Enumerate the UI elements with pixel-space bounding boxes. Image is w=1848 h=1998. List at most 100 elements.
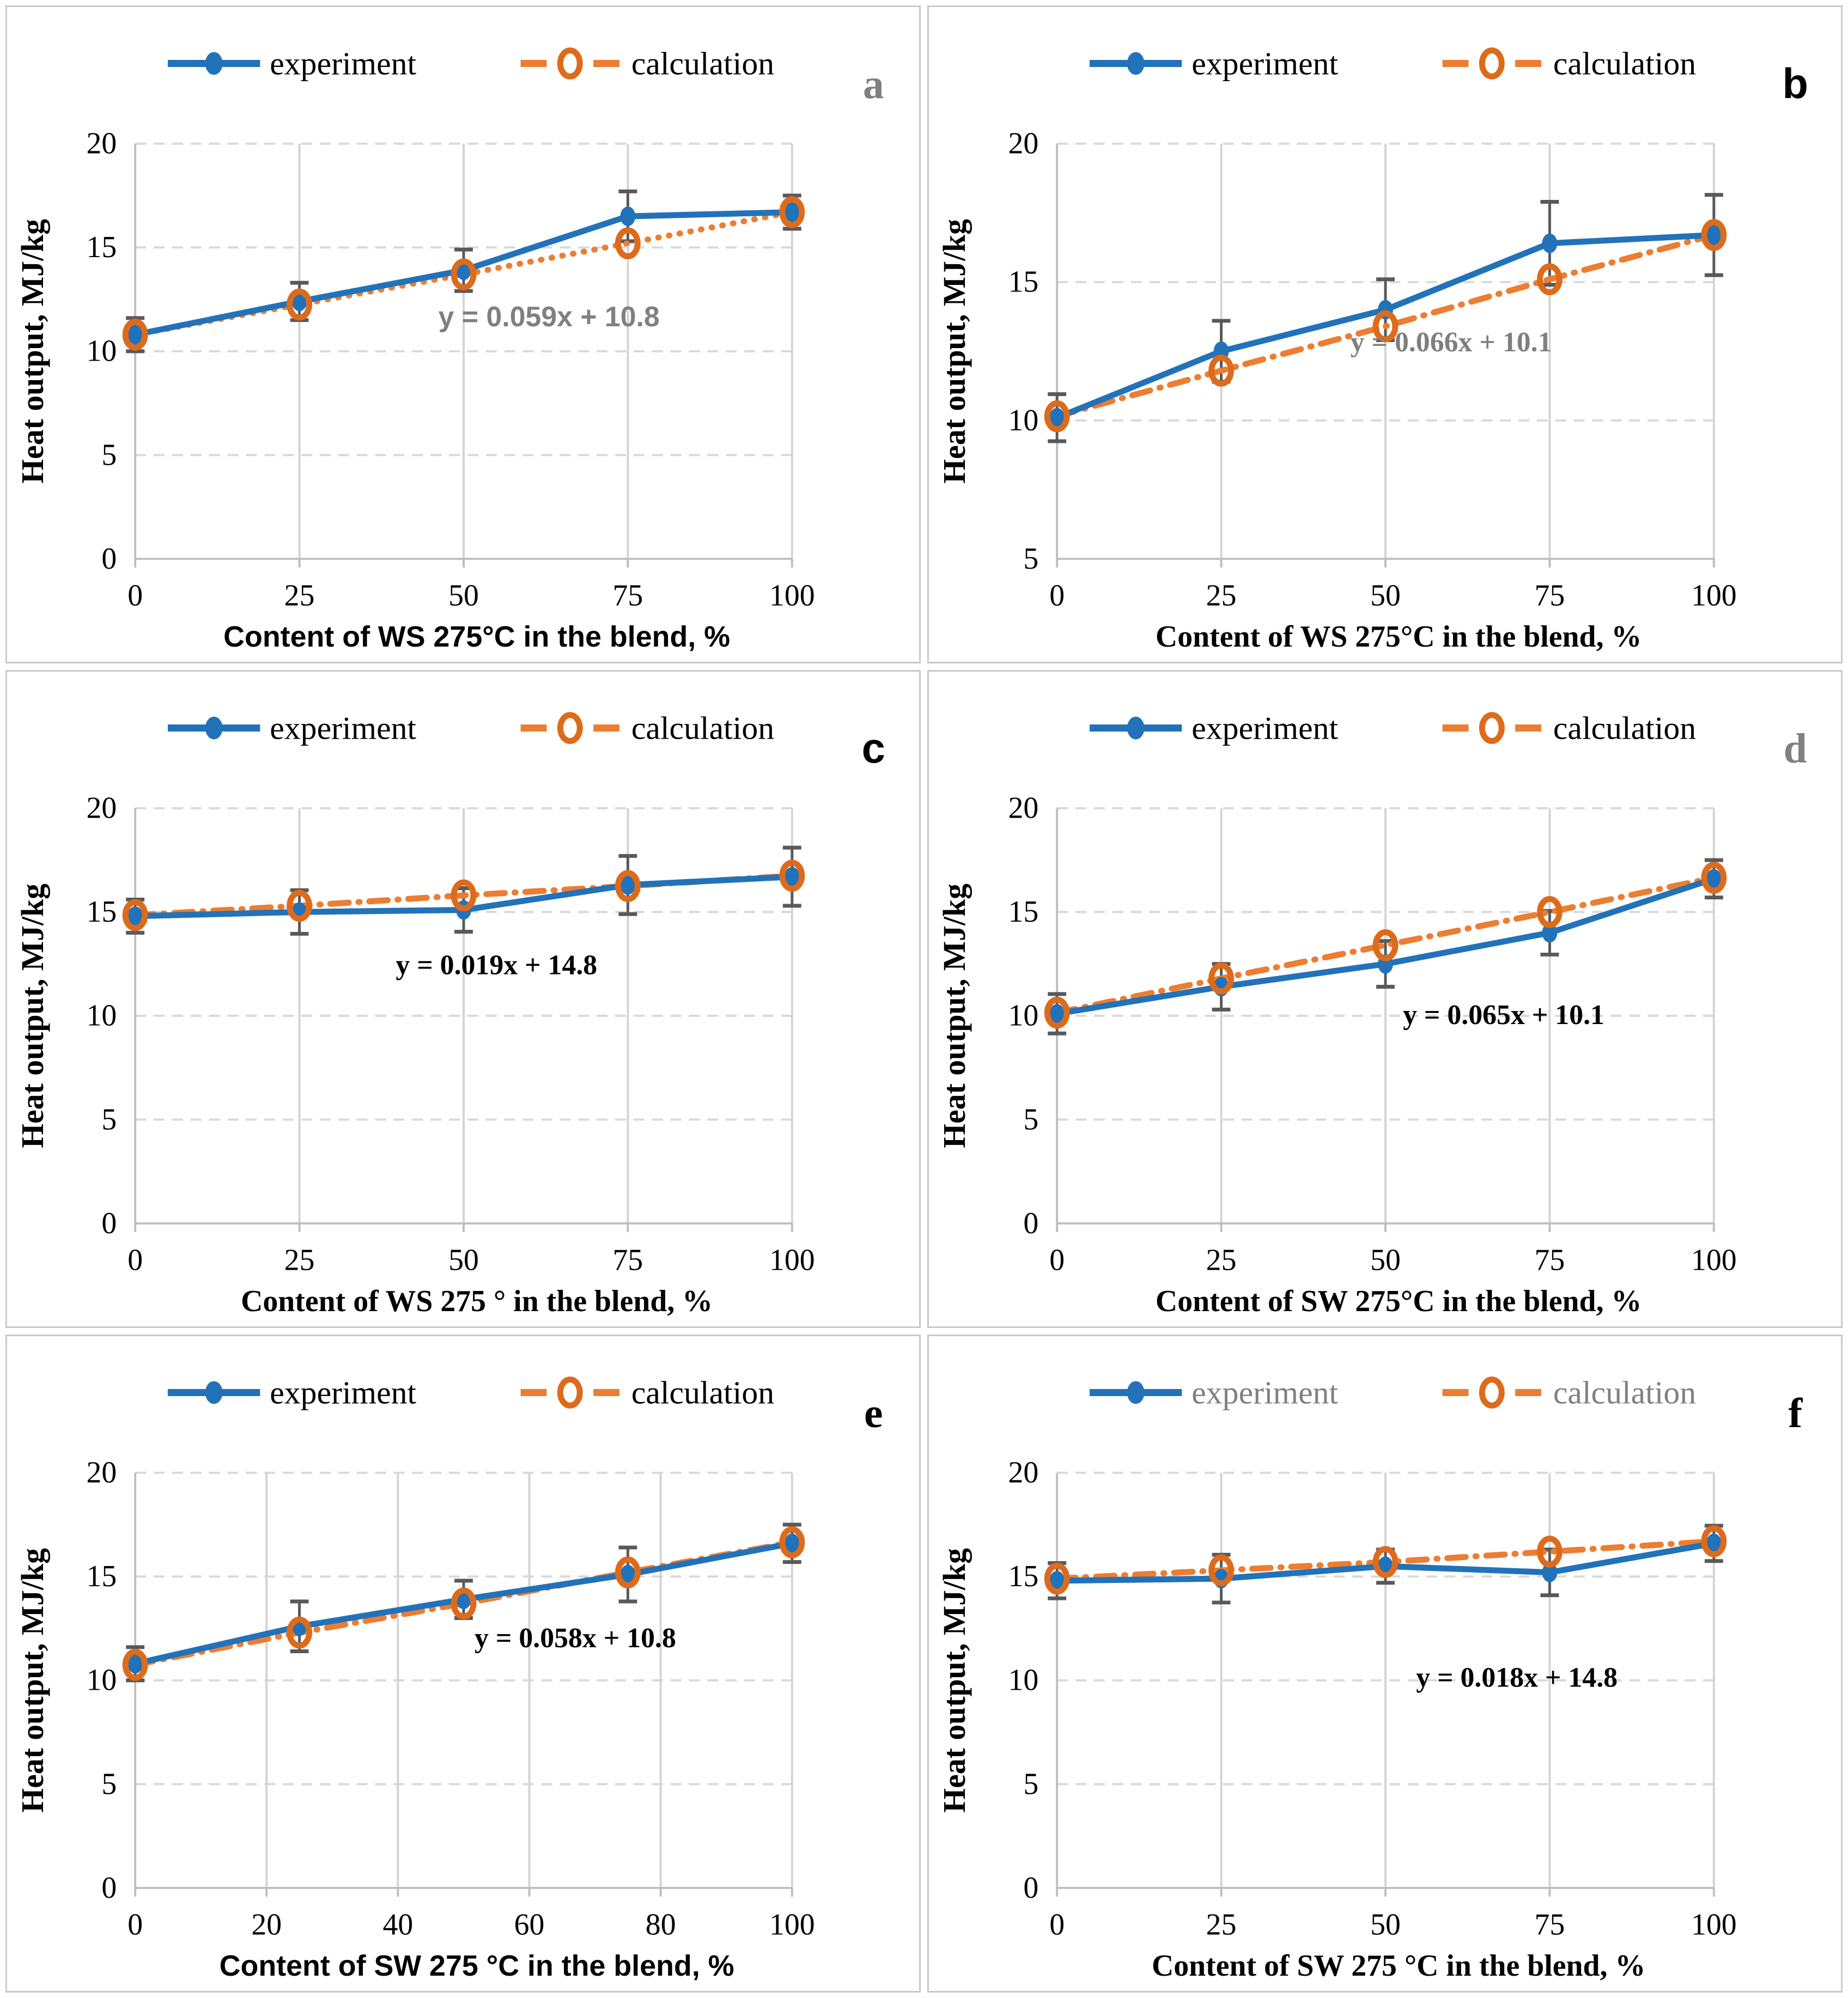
calculation-marker [1372,929,1399,961]
legend-calculation-marker [1479,47,1505,80]
equation-label: y = 0.059x + 10.8 [439,301,660,332]
legend-experiment-marker [1127,716,1145,740]
legend-experiment-label: experiment [270,45,416,81]
y-axis-title: Heat output, MJ/kg [16,219,50,484]
experiment-marker [127,906,143,926]
calculation-marker [779,196,805,228]
legend-experiment-label: experiment [1192,45,1338,81]
legend-experiment-label: experiment [1192,1374,1338,1410]
panel-letter: b [1783,60,1808,107]
y-tick-label: 10 [1008,999,1038,1033]
calculation-marker [1372,1546,1399,1578]
legend-experiment-marker [1127,1381,1145,1404]
calculation-marker [1701,1525,1727,1557]
y-axis-title: Heat output, MJ/kg [938,884,972,1148]
equation-label: y = 0.058x + 10.8 [475,1623,676,1654]
experiment-marker [127,325,143,345]
x-axis-title: Content of WS 275°C in the blend, % [223,620,730,653]
x-tick-label: 0 [127,1244,143,1277]
x-tick-label: 75 [613,1244,643,1277]
y-tick-label: 5 [1023,1102,1038,1136]
calculation-line [1054,232,1717,419]
panel-letter: d [1784,725,1807,772]
x-tick-label: 75 [1535,1244,1565,1277]
y-tick-label: 5 [1023,542,1038,576]
y-tick-label: 0 [101,1207,117,1240]
experiment-marker [620,1564,636,1585]
legend-calculation-marker [557,47,583,80]
y-axis-title: Heat output, MJ/kg [16,1548,50,1813]
x-tick-label: 50 [1370,1244,1401,1277]
y-tick-label: 10 [86,334,117,368]
equation-label: y = 0.065x + 10.1 [1403,1000,1604,1031]
x-tick-label: 80 [646,1908,676,1942]
x-tick-label: 100 [1691,1244,1737,1277]
calculation-marker [779,860,805,892]
calculation-marker [1208,1554,1234,1587]
x-axis-title: Content of SW 275 °C in the blend, % [220,1950,734,1982]
legend-experiment-label: experiment [270,710,416,746]
x-axis-title: Content of SW 275°C in the blend, % [1156,1284,1642,1318]
x-tick-label: 50 [448,1244,479,1277]
experiment-marker [291,291,307,312]
legend-calculation-marker [1479,1376,1505,1409]
chart-c: 0 5 10 15 20 0 25 50 75 100 Heat output, MJ/kg Cont… [16,710,885,1318]
x-tick-label: 40 [383,1908,414,1942]
calculation-marker [287,890,312,922]
experiment-marker [1542,923,1558,943]
x-tick-label: 60 [514,1908,545,1942]
experiment-marker [1706,1533,1722,1554]
experiment-marker [784,1533,800,1554]
calculation-marker [287,1616,312,1649]
y-tick-label: 15 [86,895,117,929]
calculation-marker [1537,896,1563,928]
panel-letter: a [863,60,884,107]
legend-experiment-marker [205,1381,223,1404]
y-tick-label: 10 [86,1664,117,1697]
calculation-marker [615,227,641,260]
y-tick-label: 5 [101,1102,117,1136]
y-tick-label: 15 [86,1560,117,1593]
x-tick-label: 75 [1535,1908,1565,1942]
x-tick-label: 100 [1691,1908,1737,1942]
chart-panel-f: 0 5 10 15 20 0 25 50 75 100 Heat output, MJ/kg Cont… [927,1335,1843,1993]
experiment-marker [1049,407,1065,428]
panel-letter: c [862,725,885,772]
legend-calculation-label: calculation [631,45,774,81]
y-axis-title: Heat output, MJ/kg [16,884,50,1148]
calculation-marker [287,288,312,321]
calculation-marker [451,258,477,291]
calculation-marker [1208,962,1234,995]
equation-label: y = 0.066x + 10.1 [1351,327,1552,358]
y-tick-label: 20 [1008,127,1038,161]
legend-experiment-label: experiment [270,1374,416,1410]
calculation-marker [1701,862,1727,894]
experiment-marker [1542,233,1558,253]
calculation-marker [779,1526,805,1558]
legend-calculation-marker [1479,712,1505,744]
y-tick-label: 20 [86,1456,117,1490]
x-tick-label: 0 [127,1908,143,1942]
calculation-marker [615,1556,641,1589]
calculation-marker [1208,355,1234,387]
calculation-marker [1044,400,1070,433]
chart-panel-a: 0 5 10 15 20 0 25 50 75 100 Heat output, MJ/kg Cont… [5,5,921,663]
x-tick-label: 0 [127,579,143,613]
chart-b: 5 10 15 20 0 25 50 75 100 Heat output, MJ/kg Conte… [938,45,1808,654]
y-tick-label: 20 [86,127,117,161]
equation-label: y = 0.018x + 14.8 [1416,1662,1618,1693]
x-tick-label: 25 [1206,1244,1237,1277]
legend-calculation-marker [557,1376,583,1409]
y-tick-label: 15 [86,230,117,264]
y-tick-label: 0 [101,542,117,576]
x-tick-label: 100 [769,1244,815,1277]
calculation-marker [122,1648,148,1681]
y-axis-title: Heat output, MJ/kg [938,219,972,484]
legend-calculation-label: calculation [631,1374,774,1410]
x-tick-label: 100 [769,579,815,613]
y-tick-label: 0 [101,1871,117,1905]
x-tick-label: 25 [284,579,315,613]
x-tick-label: 100 [769,1908,815,1942]
x-tick-label: 75 [1535,579,1565,613]
y-tick-label: 15 [1008,1560,1038,1593]
